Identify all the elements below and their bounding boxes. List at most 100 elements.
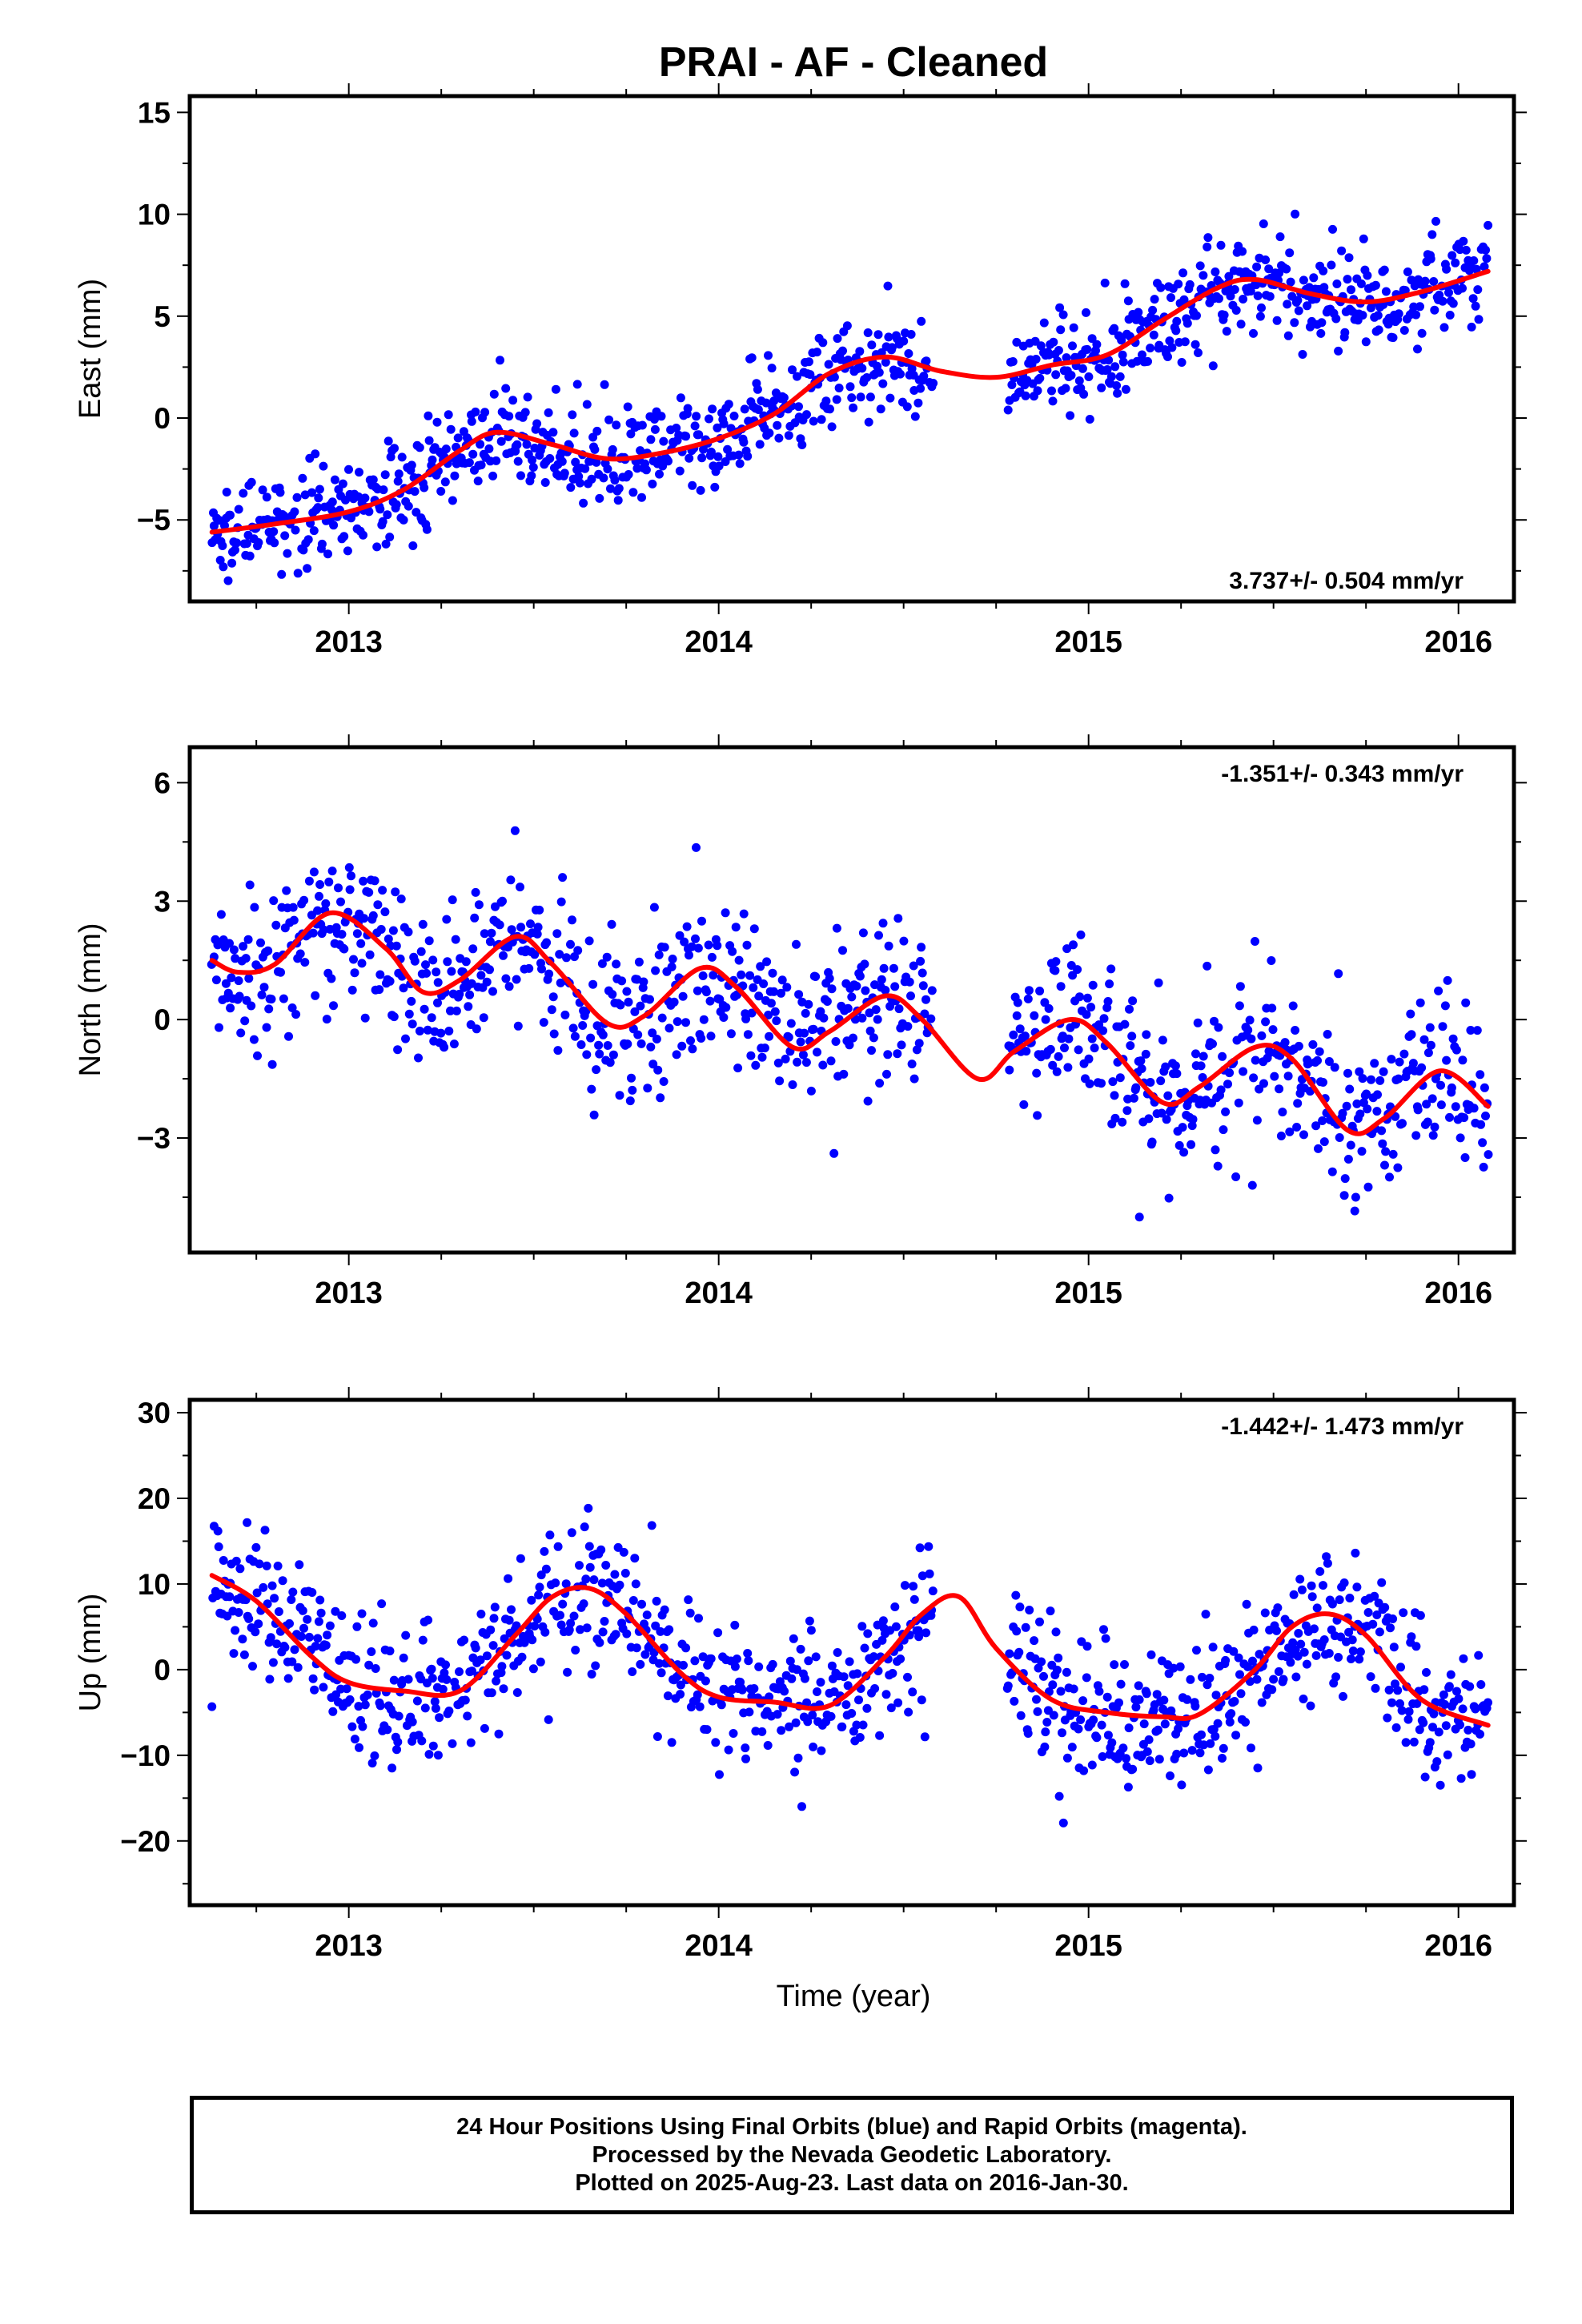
- data-point: [528, 463, 538, 472]
- data-point: [356, 939, 366, 948]
- data-point: [555, 950, 564, 959]
- data-point: [1020, 1031, 1030, 1041]
- data-point: [375, 1701, 385, 1711]
- data-point: [1370, 1591, 1379, 1601]
- data-point: [754, 1662, 764, 1671]
- data-point: [1243, 1662, 1252, 1671]
- data-point: [1298, 350, 1307, 359]
- data-point: [1299, 1647, 1309, 1657]
- data-point: [1472, 264, 1481, 274]
- data-point: [735, 459, 745, 468]
- data-point: [1216, 240, 1226, 250]
- data-point: [248, 1662, 257, 1671]
- data-point: [1299, 1130, 1308, 1140]
- data-point: [1411, 1642, 1421, 1651]
- data-point: [365, 950, 375, 959]
- data-point: [696, 485, 705, 495]
- data-point: [345, 1695, 355, 1704]
- data-point: [1399, 1049, 1409, 1059]
- data-point: [350, 968, 359, 978]
- data-point: [1403, 267, 1412, 276]
- data-point: [1097, 1720, 1106, 1730]
- data-point: [226, 1003, 235, 1013]
- data-point: [383, 510, 392, 520]
- data-point: [676, 1680, 685, 1690]
- data-point: [1118, 350, 1127, 360]
- data-point: [1406, 1009, 1415, 1019]
- data-point: [1293, 1099, 1303, 1108]
- data-point: [359, 530, 367, 540]
- data-point: [1122, 1754, 1130, 1763]
- data-point: [794, 402, 803, 412]
- data-point: [637, 420, 647, 430]
- data-point: [416, 947, 426, 956]
- data-point: [652, 1732, 662, 1741]
- data-point: [886, 1703, 896, 1713]
- data-point: [1060, 1043, 1069, 1052]
- data-point: [858, 1720, 868, 1730]
- data-point: [337, 1611, 347, 1620]
- data-point: [1199, 1051, 1208, 1061]
- data-point: [268, 1658, 278, 1667]
- data-point: [585, 1562, 595, 1572]
- data-point: [813, 348, 821, 357]
- data-point: [1419, 1685, 1429, 1695]
- data-point: [575, 478, 584, 488]
- data-point: [1451, 1102, 1460, 1112]
- data-point: [1288, 1638, 1298, 1647]
- data-point: [1163, 1091, 1173, 1100]
- data-point: [1319, 1137, 1329, 1147]
- data-point: [532, 419, 542, 428]
- data-point: [257, 990, 267, 999]
- data-point: [354, 1702, 363, 1711]
- data-point: [1102, 365, 1112, 374]
- data-point: [659, 1077, 669, 1086]
- data-point: [412, 1696, 422, 1706]
- data-point: [1219, 1743, 1228, 1753]
- data-point: [615, 1580, 624, 1590]
- data-point: [1331, 314, 1341, 324]
- data-point: [1267, 1003, 1277, 1013]
- data-point: [1196, 1061, 1206, 1071]
- data-point: [745, 971, 755, 980]
- data-point: [1319, 1635, 1329, 1644]
- data-point: [706, 1031, 716, 1041]
- data-point: [631, 1579, 640, 1589]
- data-point: [1431, 216, 1440, 226]
- data-point: [244, 974, 254, 983]
- data-point: [571, 457, 580, 467]
- data-point: [656, 412, 666, 421]
- data-point: [739, 909, 749, 919]
- data-point: [862, 373, 872, 382]
- data-point: [1415, 302, 1424, 312]
- data-point: [262, 1023, 271, 1032]
- data-point: [352, 929, 362, 939]
- data-point: [455, 989, 464, 999]
- data-point: [625, 1096, 635, 1106]
- data-point: [599, 473, 608, 483]
- data-point: [1344, 1627, 1354, 1637]
- data-point: [567, 1528, 576, 1538]
- data-point: [1367, 1075, 1375, 1084]
- data-point: [1356, 279, 1366, 288]
- data-point: [637, 1599, 646, 1609]
- data-point: [1322, 1552, 1331, 1562]
- data-point: [556, 1620, 566, 1630]
- data-point: [655, 469, 664, 479]
- data-point: [731, 923, 741, 932]
- data-point: [448, 496, 457, 505]
- data-point: [1388, 333, 1398, 343]
- data-point: [918, 981, 928, 991]
- data-point: [921, 356, 931, 366]
- data-point: [1339, 1191, 1349, 1200]
- data-point: [560, 468, 569, 478]
- data-point: [1192, 1646, 1201, 1655]
- data-point: [688, 480, 697, 490]
- data-point: [1314, 1144, 1323, 1153]
- data-point: [236, 1028, 246, 1038]
- data-point: [1396, 1663, 1405, 1672]
- data-point: [347, 1722, 357, 1731]
- data-point: [231, 1626, 240, 1635]
- x-tick-label: 2014: [685, 625, 753, 659]
- data-point: [557, 456, 567, 466]
